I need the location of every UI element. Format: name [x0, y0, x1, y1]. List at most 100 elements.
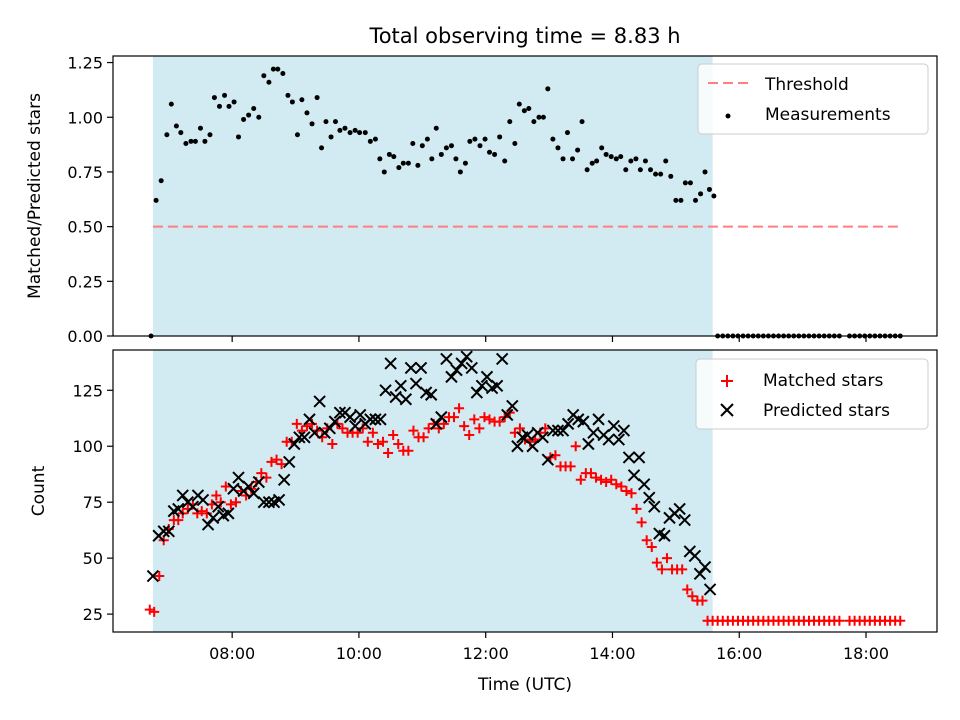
predicted-star-point: [252, 475, 265, 489]
top-y-tick-label: 1.00: [67, 108, 103, 127]
matched-star-point: [449, 412, 460, 423]
measurement-point: [502, 158, 508, 164]
x-tick-label: 18:00: [843, 644, 889, 663]
measurement-point: [319, 145, 325, 151]
measurement-point: [367, 138, 373, 144]
predicted-star-point: [308, 426, 321, 440]
measurement-point: [197, 125, 203, 131]
matched-star-point: [383, 447, 394, 458]
matched-star-point: [479, 412, 490, 423]
measurement-point: [377, 156, 383, 162]
predicted-star-point: [404, 361, 418, 375]
predicted-star-point: [262, 495, 276, 509]
matched-star-point: [834, 615, 845, 626]
matched-star-point: [291, 418, 302, 429]
predicted-star-point: [526, 440, 539, 453]
bottom-y-tick-label: 100: [72, 437, 103, 456]
predicted-star-point: [353, 408, 367, 422]
matched-star-point: [606, 474, 617, 485]
matched-star-point: [271, 454, 282, 465]
predicted-star-point: [364, 413, 377, 426]
predicted-star-point: [607, 419, 620, 433]
measurement-point: [642, 158, 648, 164]
measurement-point: [314, 95, 320, 101]
matched-star-point: [393, 439, 404, 449]
predicted-star-point: [536, 431, 549, 444]
matched-star-point: [276, 459, 287, 470]
predicted-star-point: [399, 393, 413, 406]
x-tick-label: 08:00: [209, 644, 255, 663]
measurement-point: [294, 132, 300, 138]
measurement-point: [270, 66, 276, 72]
predicted-star-point: [698, 560, 712, 574]
measurement-point: [188, 138, 194, 144]
measurement-point: [555, 145, 561, 151]
legend-predicted-swatch: [720, 403, 734, 417]
predicted-star-point: [277, 473, 291, 487]
measurement-point: [603, 151, 609, 157]
measurement-point: [251, 106, 257, 111]
predicted-star-point: [206, 511, 220, 525]
matched-star-point: [225, 499, 236, 510]
predicted-star-point: [303, 413, 316, 426]
measurement-point: [183, 141, 189, 146]
measurement-point: [512, 141, 518, 146]
measurement-point: [492, 151, 498, 157]
predicted-star-point: [186, 500, 200, 513]
matched-star-point: [895, 615, 906, 626]
predicted-star-point: [157, 525, 170, 538]
measurement-point: [396, 165, 402, 171]
measurement-point: [443, 145, 449, 151]
measurement-point: [438, 151, 444, 157]
measurement-point: [633, 156, 639, 162]
predicted-star-point: [673, 502, 686, 516]
measurement-point: [663, 158, 669, 164]
measurement-point: [599, 145, 605, 151]
predicted-star-point: [146, 569, 160, 583]
measurement-point: [608, 154, 614, 160]
top-y-tick-label: 1.25: [67, 54, 103, 73]
matched-star-point: [636, 517, 647, 528]
measurement-point: [289, 99, 295, 105]
matched-star-point: [388, 430, 399, 441]
predicted-star-point: [172, 502, 185, 516]
matched-star-point: [596, 474, 607, 485]
bottom-panel-frame: [112, 349, 938, 633]
top-panel: 0.00 0.25 0.50 0.75 1.00 1.25 Matched/Predict…: [25, 54, 938, 346]
measurement-point: [415, 162, 421, 168]
predicted-star-point: [688, 549, 702, 563]
measurement-point: [352, 127, 358, 133]
top-panel-shaded-interval: [152, 56, 713, 336]
measurement-point: [682, 180, 688, 186]
measurement-point: [261, 73, 267, 79]
measurement-point: [173, 123, 179, 129]
measurement-point: [706, 186, 712, 192]
measurement-point: [516, 101, 522, 107]
measurement-point: [164, 132, 170, 138]
matched-star-point: [565, 461, 576, 472]
matched-star-point: [661, 553, 672, 564]
predicted-star-point: [561, 417, 575, 431]
predicted-star-point: [298, 431, 311, 444]
measurement-point: [178, 130, 184, 136]
matched-star-point: [611, 479, 622, 490]
matched-star-point: [230, 497, 241, 508]
measurement-point: [304, 110, 310, 116]
matched-star-point: [601, 477, 612, 488]
matched-star-point: [474, 423, 485, 434]
predicted-star-point: [587, 426, 600, 440]
measurement-point: [545, 86, 551, 92]
measurement-point: [648, 167, 654, 173]
measurement-point: [285, 92, 291, 98]
measurement-point: [299, 97, 305, 103]
legend-predicted-label: Predicted stars: [763, 401, 890, 421]
predicted-star-point: [506, 399, 519, 413]
predicted-star-point: [348, 419, 362, 433]
matched-star-point: [464, 430, 475, 441]
measurement-point: [462, 160, 468, 166]
predicted-star-point: [546, 424, 560, 437]
predicted-star-point: [227, 482, 240, 495]
predicted-star-point: [369, 413, 382, 426]
predicted-star-point: [409, 377, 423, 390]
predicted-star-point: [222, 507, 235, 520]
